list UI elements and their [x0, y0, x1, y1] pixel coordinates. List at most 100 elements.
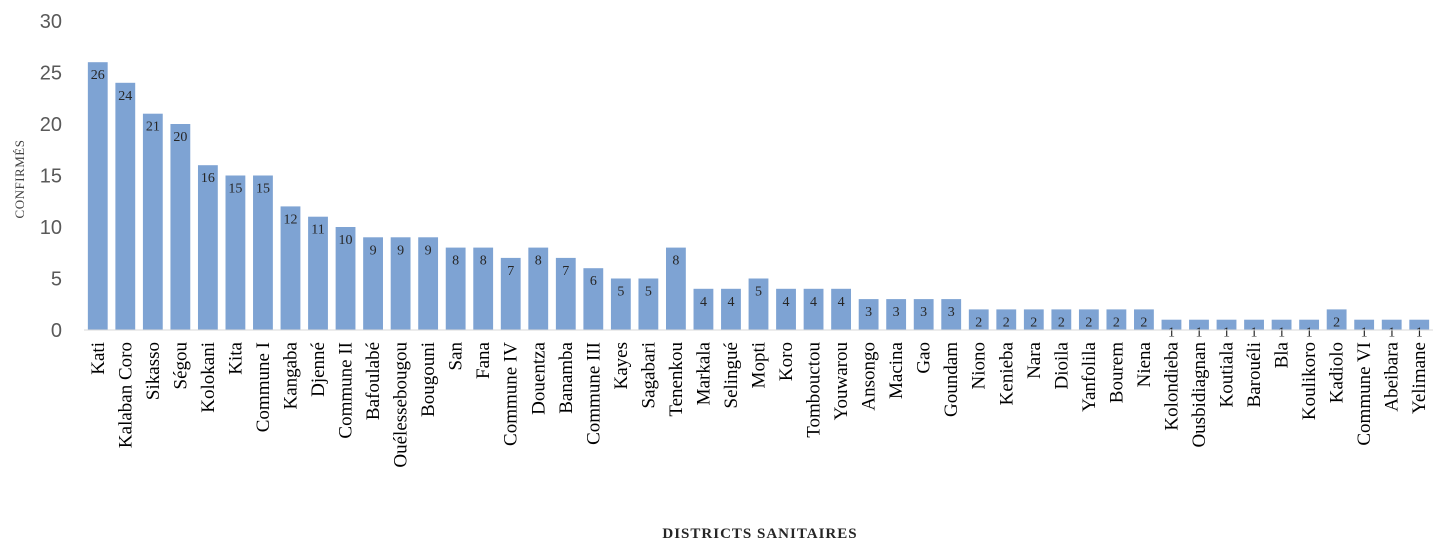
x-tick-label: Sikasso [143, 342, 164, 400]
bar [1023, 309, 1044, 330]
data-label: 21 [146, 120, 160, 135]
data-label: 6 [590, 274, 597, 289]
data-label: 2 [1030, 315, 1037, 330]
bar [555, 257, 576, 330]
x-tick-label: Niena [1134, 341, 1155, 387]
data-label: 3 [893, 305, 900, 320]
data-label: 1 [1388, 326, 1395, 341]
data-label: 2 [1058, 315, 1065, 330]
x-tick-label: Selingué [721, 342, 742, 409]
x-tick-label: Ousbidiagnan [1189, 342, 1210, 448]
bar [500, 257, 521, 330]
data-label: 16 [201, 171, 215, 186]
data-label: 8 [480, 254, 487, 269]
data-label: 10 [339, 233, 353, 248]
data-label: 8 [535, 254, 542, 269]
y-tick-label: 30 [40, 11, 62, 33]
bar [87, 62, 108, 330]
x-tick-label: Yanfolila [1079, 341, 1100, 411]
data-label: 2 [1085, 315, 1092, 330]
x-tick-label: Koro [776, 342, 797, 381]
x-tick-label: Ségou [170, 342, 191, 390]
data-label: 12 [283, 212, 297, 227]
bar [308, 216, 328, 330]
x-tick-label: Ansongo [859, 342, 880, 411]
x-tick-label: Banamba [556, 341, 577, 413]
bar [665, 247, 686, 330]
x-tick-label: Gao [914, 342, 935, 374]
data-label: 1 [1361, 326, 1368, 341]
data-label: 9 [397, 243, 404, 258]
data-label: 1 [1278, 326, 1285, 341]
x-tick-label: Kangaba [280, 341, 301, 409]
y-tick-label: 0 [51, 320, 62, 342]
x-tick-label: Koutiala [1217, 341, 1238, 407]
data-label: 4 [727, 295, 734, 310]
data-label: 1 [1416, 326, 1423, 341]
x-tick-label: Commune II [336, 342, 357, 439]
bar [610, 278, 631, 330]
data-label: 1 [1251, 326, 1258, 341]
y-tick-label: 10 [40, 217, 62, 239]
x-tick-label: Sagabari [638, 342, 659, 408]
data-label: 5 [617, 285, 624, 300]
data-label: 4 [700, 295, 707, 310]
data-label: 3 [920, 305, 927, 320]
bar [968, 309, 989, 330]
bar [335, 227, 356, 330]
bar [418, 237, 439, 330]
x-tick-label: Bourem [1106, 342, 1127, 403]
bar [170, 124, 191, 330]
x-tick-label: Abeibara [1382, 341, 1403, 411]
bar [473, 247, 494, 330]
bar [142, 113, 163, 330]
data-label: 2 [1113, 315, 1120, 330]
bar [583, 268, 604, 330]
data-label: 3 [948, 305, 955, 320]
x-tick-label: Fana [473, 341, 494, 379]
data-label: 7 [507, 264, 514, 279]
x-tick-label: Kadiolo [1327, 342, 1348, 403]
bar [445, 247, 466, 330]
bar [886, 299, 907, 330]
bar [197, 165, 218, 330]
y-tick-label: 5 [51, 269, 62, 291]
y-axis-title: CONFIRMÉS [12, 140, 27, 219]
data-label: 5 [755, 285, 762, 300]
x-tick-label: Kolondieba [1161, 341, 1182, 430]
data-label: 2 [1140, 315, 1147, 330]
bar [1106, 309, 1127, 330]
x-axis-ticks: Kati Kalaban Coro Sikasso Ségou Kolokani Kita… [88, 341, 1430, 467]
data-label: 7 [562, 264, 569, 279]
data-label: 9 [425, 243, 432, 258]
x-tick-label: Commune I [253, 342, 274, 432]
x-tick-label: Dioila [1051, 341, 1072, 389]
data-label: 4 [810, 295, 817, 310]
bar [115, 82, 136, 330]
x-tick-label: Kolokani [198, 342, 219, 413]
bar [941, 299, 962, 330]
bar [363, 237, 383, 330]
data-label: 1 [1168, 326, 1175, 341]
x-tick-label: Niono [969, 342, 990, 390]
bar [1078, 309, 1099, 330]
bar [1051, 309, 1072, 330]
x-tick-label: Tombouctou [804, 342, 825, 438]
y-axis-ticks: 0 5 10 15 20 25 30 [40, 11, 62, 342]
bar [1326, 309, 1347, 330]
data-label: 1 [1223, 326, 1230, 341]
x-tick-label: Youwarou [831, 342, 852, 421]
x-tick-label: Bougouni [418, 342, 439, 417]
x-tick-label: Kenieba [996, 341, 1017, 405]
data-label: 1 [1306, 326, 1313, 341]
bar [1381, 319, 1402, 330]
bar [528, 247, 549, 330]
x-tick-label: Goundam [941, 342, 962, 417]
bar [1216, 319, 1237, 330]
x-tick-label: San [446, 342, 467, 371]
bar [721, 288, 741, 330]
x-tick-label: Tenenkou [666, 342, 687, 417]
bar [1161, 319, 1182, 330]
x-tick-label: Ouélessebougou [391, 342, 412, 468]
bar [803, 288, 824, 330]
